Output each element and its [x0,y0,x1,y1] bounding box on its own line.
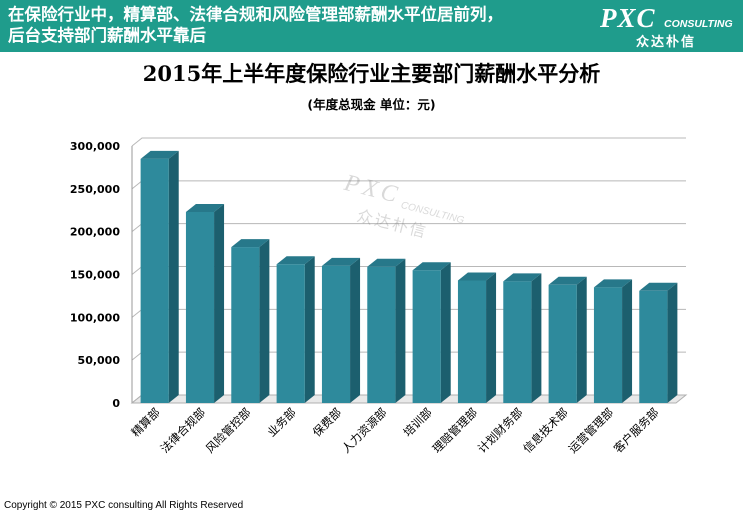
x-tick-label: 精算部 [128,405,162,439]
bar [231,247,260,403]
banner-line-1: 在保险行业中，精算部、法律合规和风险管理部薪酬水平位居前列， [8,5,503,24]
bar [367,266,396,403]
x-tick-label: 计划财务部 [475,405,526,456]
logo-main-text: PXC [600,3,656,33]
banner-line-2: 后台支持部门薪酬水平靠后 [8,26,206,45]
header-banner: 在保险行业中，精算部、法律合规和风险管理部薪酬水平位居前列， 后台支持部门薪酬水… [0,0,743,52]
bar [593,287,623,403]
bar-top [276,256,315,265]
bar [276,264,305,403]
y-tick-label: 50,000 [78,354,121,367]
bar [639,290,668,403]
bar [457,280,487,403]
bar-side [168,150,179,403]
x-tick-label: 人力资源部 [339,405,390,456]
y-tick-label: 300,000 [70,140,120,153]
bar-top [231,239,270,248]
y-tick-label: 150,000 [70,269,120,282]
x-tick-label: 信息技术部 [520,405,571,456]
bar-top [185,203,225,212]
bar-side [531,273,542,403]
chart-subtitle: (年度总现金 单位：元) [307,97,436,112]
bar-side [395,258,406,403]
pxc-logo: PXC CONSULTING 众达朴信 [600,3,740,50]
bar-top [321,257,361,266]
bar-side [667,282,678,403]
gridline [131,137,686,147]
bar-side [350,257,361,403]
bar-top [639,282,678,291]
bar-top [140,150,179,159]
x-tick-label: 培训部 [400,405,434,439]
bar-top [548,276,587,285]
chart-title: 2015年上半年度保险行业主要部门薪酬水平分析 [142,61,601,86]
logo-chinese-text: 众达朴信 [636,35,697,50]
x-tick-label: 客户服务部 [611,405,662,456]
bar-top [457,272,497,281]
y-tick-label: 0 [112,397,120,410]
bar-side [304,256,315,403]
bar [140,158,169,403]
y-tick-label: 200,000 [70,226,120,239]
y-tick-label: 250,000 [70,183,120,196]
x-tick-label: 保费部 [310,405,344,439]
bar-side [214,203,225,403]
logo-sub-text: CONSULTING [664,18,733,30]
bar-side [486,272,497,403]
x-tick-label: 业务部 [264,405,298,439]
bar [412,270,441,403]
bar-side [576,276,587,403]
x-tick-label: 理赔管理部 [430,405,481,456]
bar-top [593,279,633,288]
bar [185,211,215,403]
bar-top [503,273,542,282]
y-tick-label: 100,000 [70,311,120,324]
bar-top [367,258,406,267]
chart-floor [130,394,688,404]
bar [321,265,351,403]
bar [548,284,577,403]
bar-side [622,279,633,403]
copyright-text: Copyright © 2015 PXC consulting All Righ… [4,500,244,511]
bar-side [440,262,451,403]
bar-top [412,262,451,271]
banner-headline: 在保险行业中，精算部、法律合规和风险管理部薪酬水平位居前列， 后台支持部门薪酬水… [8,4,503,46]
x-tick-label: 运营管理部 [566,405,617,456]
x-tick-label: 风险管控部 [203,405,254,456]
x-tick-label: 法律合规部 [158,405,209,456]
bar [503,281,532,403]
bar-side [259,239,270,403]
